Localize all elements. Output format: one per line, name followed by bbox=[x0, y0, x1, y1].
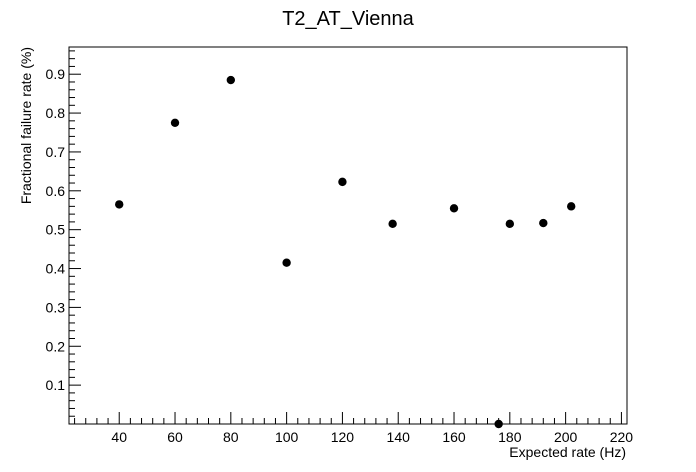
data-point bbox=[539, 218, 548, 228]
y-axis-label: Fractional failure rate (%) bbox=[18, 47, 34, 204]
y-axis-tick-labels: 0.1 0.2 0.3 0.4 0.5 0.6 0.7 0.8 0.9 bbox=[46, 66, 66, 393]
data-point bbox=[388, 219, 397, 229]
x-tick-label: 80 bbox=[223, 429, 239, 445]
y-tick-label: 0.7 bbox=[46, 144, 66, 160]
y-tick-label: 0.4 bbox=[46, 261, 66, 277]
data-point bbox=[494, 419, 503, 429]
y-tick-label: 0.8 bbox=[46, 105, 66, 121]
y-tick-label: 0.1 bbox=[46, 377, 66, 393]
x-tick-label: 120 bbox=[331, 429, 355, 445]
x-axis-tick-labels: 40 60 80 100 120 140 160 180 200 220 bbox=[111, 429, 633, 445]
data-point bbox=[505, 219, 515, 229]
x-tick-label: 140 bbox=[387, 429, 411, 445]
data-point bbox=[170, 118, 180, 127]
data-point bbox=[282, 258, 291, 267]
y-tick-label: 0.3 bbox=[46, 299, 66, 315]
chart-title: T2_AT_Vienna bbox=[282, 8, 414, 30]
data-point bbox=[338, 177, 347, 187]
data-point bbox=[567, 202, 576, 211]
x-tick-label: 160 bbox=[442, 429, 466, 445]
y-tick-label: 0.6 bbox=[46, 183, 66, 199]
data-points bbox=[115, 75, 576, 429]
x-axis-label: Expected rate (Hz) bbox=[509, 444, 626, 460]
x-tick-label: 60 bbox=[167, 429, 183, 445]
x-tick-label: 180 bbox=[498, 429, 522, 445]
data-point bbox=[449, 204, 459, 213]
x-tick-label: 100 bbox=[275, 429, 299, 445]
plot-frame bbox=[68, 46, 628, 425]
data-point bbox=[226, 75, 236, 85]
y-axis-ticks bbox=[69, 50, 81, 417]
data-point bbox=[115, 200, 124, 209]
y-tick-label: 0.9 bbox=[46, 66, 66, 82]
x-tick-label: 40 bbox=[111, 429, 127, 445]
x-tick-label: 200 bbox=[554, 429, 578, 445]
x-tick-label: 220 bbox=[610, 429, 634, 445]
y-tick-label: 0.5 bbox=[46, 222, 66, 238]
y-tick-label: 0.2 bbox=[46, 338, 66, 354]
x-axis-ticks bbox=[74, 412, 622, 424]
